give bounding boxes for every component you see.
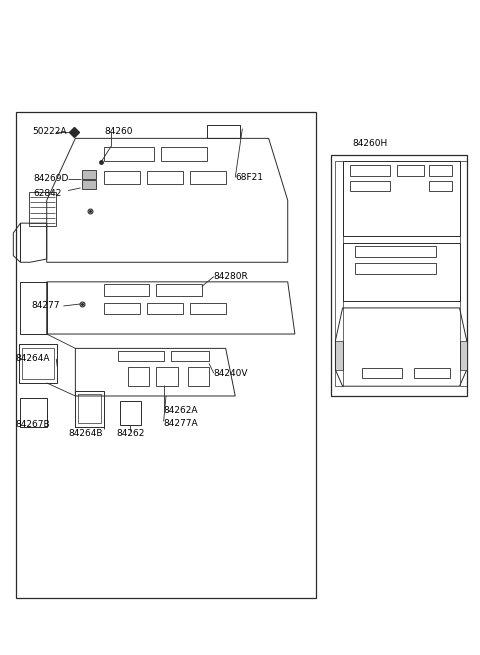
Polygon shape (459, 341, 467, 370)
Bar (104, 284, 149, 295)
Text: 84262A: 84262A (164, 407, 198, 415)
Bar (350, 181, 390, 191)
Bar (104, 147, 154, 161)
Bar (19, 344, 57, 383)
Bar (21, 398, 47, 427)
Bar (16, 112, 316, 598)
Bar (429, 181, 452, 191)
Bar (156, 367, 178, 386)
Text: 50222A: 50222A (33, 127, 67, 136)
Text: 84267B: 84267B (16, 420, 50, 428)
Bar (188, 367, 209, 386)
Text: 84260H: 84260H (352, 139, 387, 148)
Bar (118, 351, 164, 362)
Bar (397, 165, 424, 176)
Bar (161, 147, 206, 161)
Bar (171, 351, 209, 362)
Bar (82, 180, 96, 189)
Bar (82, 170, 96, 179)
Text: 84277A: 84277A (164, 419, 198, 428)
Bar (29, 192, 56, 226)
Bar (104, 303, 140, 314)
Bar (104, 171, 140, 184)
Text: 84280R: 84280R (214, 272, 249, 281)
Bar (190, 171, 226, 184)
Text: 84277: 84277 (32, 301, 60, 310)
Text: 84262: 84262 (116, 428, 144, 438)
Bar (75, 391, 104, 426)
Bar (120, 401, 141, 425)
Bar (78, 394, 101, 422)
Bar (128, 367, 149, 386)
Bar (23, 348, 54, 379)
Bar (362, 368, 402, 379)
Text: 62842: 62842 (34, 189, 62, 198)
Text: 84264A: 84264A (16, 354, 50, 364)
Bar (156, 284, 202, 295)
Bar (429, 165, 452, 176)
Bar (350, 165, 390, 176)
Bar (190, 303, 226, 314)
Bar (147, 171, 183, 184)
Bar (355, 263, 436, 274)
Text: 84260: 84260 (104, 127, 132, 136)
Text: 68F21: 68F21 (235, 173, 263, 182)
Text: 84264B: 84264B (68, 428, 103, 438)
Bar (331, 155, 467, 396)
Polygon shape (336, 341, 343, 370)
Bar (355, 246, 436, 257)
Text: 84240V: 84240V (214, 369, 248, 378)
Bar (147, 303, 183, 314)
Bar (414, 368, 450, 379)
Text: 84269D: 84269D (34, 174, 69, 183)
